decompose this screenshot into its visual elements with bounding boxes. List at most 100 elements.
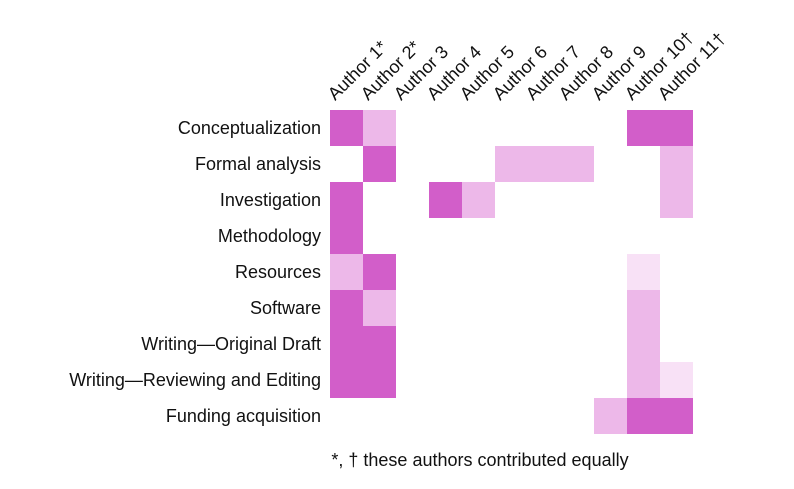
heatmap-cell — [429, 398, 462, 434]
row-label: Writing—Reviewing and Editing — [69, 370, 321, 390]
heatmap-cell — [396, 362, 429, 398]
heatmap-cell — [396, 110, 429, 146]
heatmap-grid — [330, 110, 693, 434]
heatmap-cell — [627, 398, 660, 434]
row-label: Software — [249, 298, 321, 318]
row-labels: Conceptualization Formal analysis Investig… — [0, 110, 321, 434]
heatmap-cell — [330, 362, 363, 398]
heatmap-cell — [462, 218, 495, 254]
heatmap-cell — [561, 362, 594, 398]
heatmap-cell — [495, 146, 528, 182]
heatmap-cell — [660, 290, 693, 326]
heatmap-cell — [495, 218, 528, 254]
heatmap-cell — [363, 362, 396, 398]
heatmap-cell — [330, 218, 363, 254]
heatmap-cell — [660, 326, 693, 362]
heatmap-cell — [462, 254, 495, 290]
heatmap-cell — [363, 182, 396, 218]
heatmap-cell — [528, 218, 561, 254]
heatmap-cell — [627, 326, 660, 362]
row-label: Conceptualization — [177, 118, 321, 138]
heatmap-cell — [528, 110, 561, 146]
heatmap-cell — [462, 146, 495, 182]
row-label: Methodology — [217, 226, 321, 246]
heatmap-cell — [528, 146, 561, 182]
heatmap-cell — [594, 326, 627, 362]
heatmap-cell — [528, 290, 561, 326]
heatmap-cell — [594, 398, 627, 434]
heatmap-cell — [660, 110, 693, 146]
heatmap-cell — [528, 398, 561, 434]
heatmap-cell — [429, 110, 462, 146]
heatmap-cell — [462, 326, 495, 362]
heatmap-cell — [660, 398, 693, 434]
heatmap-cell — [429, 290, 462, 326]
heatmap-cell — [396, 146, 429, 182]
heatmap-cell — [330, 326, 363, 362]
heatmap-cell — [495, 182, 528, 218]
row-label: Formal analysis — [194, 154, 321, 174]
heatmap-cell — [429, 182, 462, 218]
heatmap-cell — [627, 290, 660, 326]
heatmap-cell — [561, 254, 594, 290]
heatmap-cell — [594, 290, 627, 326]
heatmap-cell — [363, 398, 396, 434]
heatmap-cell — [429, 362, 462, 398]
heatmap-cell — [363, 254, 396, 290]
heatmap-cell — [330, 146, 363, 182]
row-label: Investigation — [219, 190, 321, 210]
heatmap-cell — [561, 326, 594, 362]
heatmap-cell — [561, 182, 594, 218]
heatmap-cell — [462, 182, 495, 218]
heatmap-cell — [462, 290, 495, 326]
heatmap-cell — [462, 110, 495, 146]
heatmap-cell — [396, 218, 429, 254]
heatmap-cell — [594, 146, 627, 182]
heatmap-cell — [660, 146, 693, 182]
heatmap-cell — [462, 398, 495, 434]
heatmap-cell — [561, 218, 594, 254]
heatmap-cell — [363, 326, 396, 362]
heatmap-cell — [330, 398, 363, 434]
heatmap-cell — [429, 254, 462, 290]
heatmap-cell — [660, 362, 693, 398]
heatmap-cell — [660, 182, 693, 218]
heatmap-cell — [528, 182, 561, 218]
row-label: Writing—Original Draft — [141, 334, 321, 354]
heatmap-cell — [627, 146, 660, 182]
heatmap-cell — [627, 110, 660, 146]
heatmap-cell — [627, 182, 660, 218]
heatmap-cell — [594, 110, 627, 146]
heatmap-cell — [528, 254, 561, 290]
heatmap-cell — [495, 326, 528, 362]
heatmap-cell — [396, 326, 429, 362]
heatmap-cell — [495, 254, 528, 290]
heatmap-cell — [495, 110, 528, 146]
heatmap-cell — [561, 290, 594, 326]
heatmap-cell — [363, 290, 396, 326]
heatmap-cell — [660, 254, 693, 290]
heatmap-cell — [495, 362, 528, 398]
heatmap-cell — [660, 218, 693, 254]
heatmap-cell — [495, 398, 528, 434]
heatmap-cell — [594, 362, 627, 398]
heatmap-cell — [396, 290, 429, 326]
footnote: *, † these authors contributed equally — [331, 450, 629, 470]
heatmap-cell — [396, 182, 429, 218]
heatmap-cell — [561, 110, 594, 146]
heatmap-cell — [561, 146, 594, 182]
heatmap-cell — [363, 218, 396, 254]
heatmap-cell — [594, 254, 627, 290]
heatmap-cell — [495, 290, 528, 326]
heatmap-cell — [429, 326, 462, 362]
heatmap-cell — [330, 110, 363, 146]
heatmap-cell — [429, 146, 462, 182]
heatmap-cell — [627, 254, 660, 290]
row-label: Funding acquisition — [165, 406, 321, 426]
heatmap-cell — [396, 254, 429, 290]
heatmap-cell — [363, 110, 396, 146]
heatmap-cell — [528, 362, 561, 398]
heatmap-cell — [462, 362, 495, 398]
heatmap-cell — [594, 218, 627, 254]
